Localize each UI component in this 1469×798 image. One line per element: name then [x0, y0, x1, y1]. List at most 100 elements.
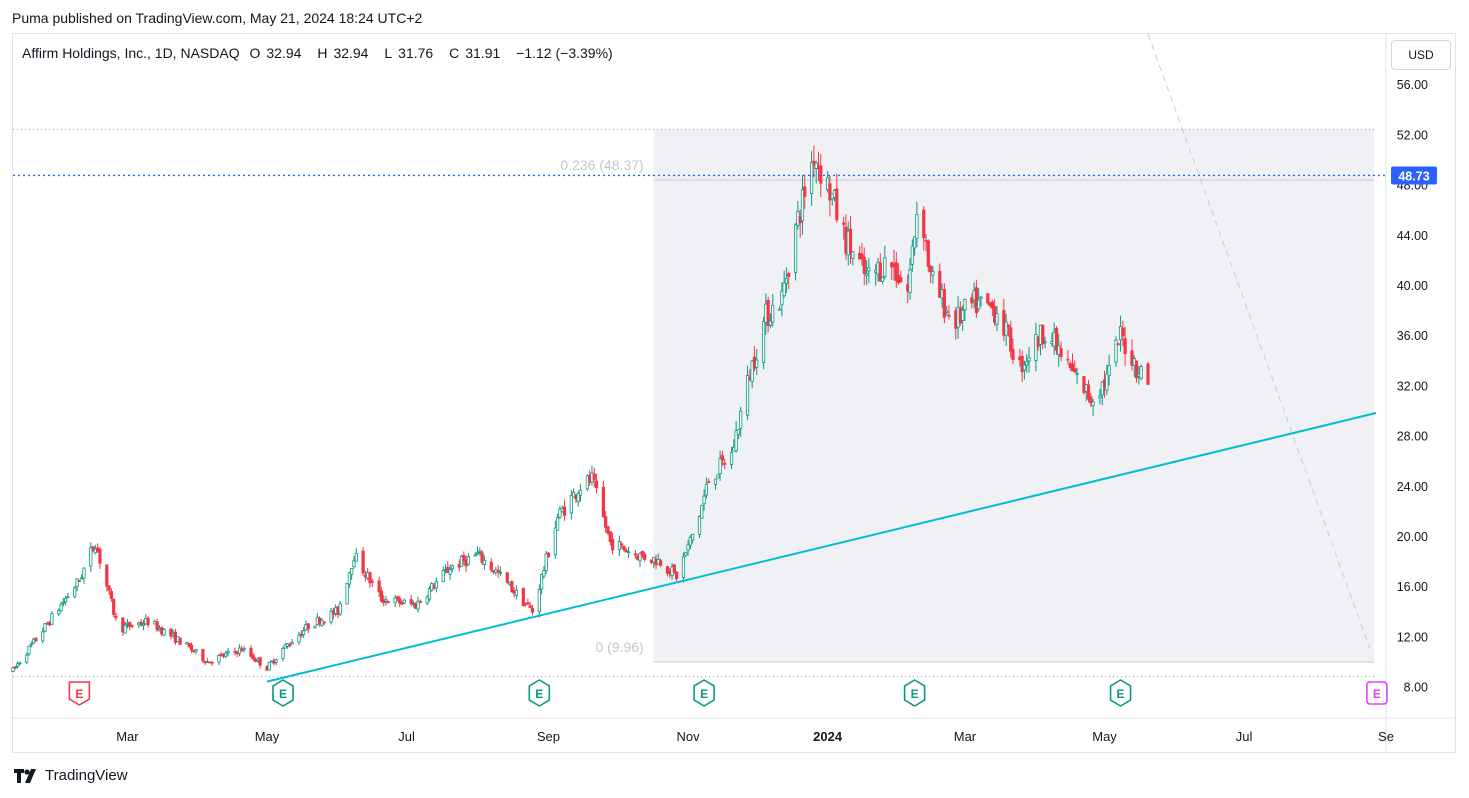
candle-body	[691, 533, 695, 541]
price-tick-label: 16.00	[1397, 580, 1428, 594]
candle-body	[860, 253, 864, 259]
candle-body	[594, 480, 599, 489]
candle-body	[542, 570, 546, 577]
candle-body	[729, 452, 734, 465]
candle-body	[1114, 339, 1118, 363]
candle-body	[450, 565, 454, 570]
time-tick-label: Se	[1378, 729, 1394, 744]
candle-body	[913, 236, 917, 249]
price-tick-label: 36.00	[1397, 329, 1428, 343]
time-axis[interactable]: Mar May Jul Sep Nov 2024 Mar May Jul Se	[116, 729, 1394, 744]
earnings-marker-label: E	[1373, 687, 1381, 701]
candle-body	[338, 603, 342, 615]
candle-body	[1004, 321, 1008, 336]
candle-body	[514, 589, 519, 596]
candle-body	[505, 572, 509, 583]
candle-body	[883, 257, 887, 277]
time-tick-label: Mar	[116, 729, 139, 744]
candle-body	[354, 552, 358, 562]
chart-frame	[12, 33, 1456, 753]
candle-body	[441, 570, 445, 582]
candle-body	[686, 544, 690, 551]
price-tick-label: 24.00	[1397, 480, 1428, 494]
candle-body	[672, 564, 676, 573]
candle-body	[281, 648, 285, 659]
currency-button[interactable]: USD	[1391, 40, 1451, 70]
candle-body	[716, 474, 720, 479]
candle-body	[562, 506, 567, 516]
earnings-marker-icon	[693, 679, 715, 707]
candle-body	[851, 251, 855, 259]
time-tick-label: Jul	[1236, 729, 1253, 744]
candle-body	[784, 278, 789, 284]
high-group: H 32.94	[317, 45, 369, 61]
candle-body	[1027, 357, 1031, 362]
tradingview-logo[interactable]: TradingView	[14, 767, 128, 784]
dashed-projection-line[interactable]	[1147, 33, 1371, 650]
candle-body	[926, 240, 930, 267]
candle-body	[13, 666, 17, 669]
candle-body	[622, 545, 626, 551]
candle-body	[880, 276, 885, 282]
symbol-name: Affirm Holdings, Inc., 1D, NASDAQ	[22, 45, 240, 61]
candle-body	[771, 304, 775, 323]
candle-body	[878, 262, 882, 282]
candle-body	[15, 663, 20, 667]
candle-body	[409, 599, 413, 605]
candle-body	[642, 553, 647, 560]
candle-body	[704, 483, 708, 496]
candle-body	[745, 375, 750, 416]
fib-level-label: 0.236 (48.37)	[560, 157, 643, 173]
candle-body	[217, 655, 221, 663]
candle-body	[1100, 381, 1104, 396]
low-value: 31.76	[398, 45, 434, 61]
price-tick-label: 44.00	[1397, 229, 1428, 243]
candle-body	[569, 495, 573, 514]
candle-body	[810, 161, 814, 194]
candle-body	[402, 599, 406, 604]
earnings-marker-label: E	[279, 687, 287, 701]
candle-body	[1121, 327, 1125, 337]
earnings-marker-label: E	[535, 687, 543, 701]
candle-body	[425, 596, 429, 604]
candle-body	[400, 602, 404, 605]
candle-body	[27, 645, 31, 655]
candle-body	[540, 574, 544, 590]
candle-body	[713, 478, 718, 485]
candle-body	[864, 273, 869, 276]
price-axis[interactable]: 56.0052.0048.0044.0040.0036.0032.0028.00…	[1397, 78, 1428, 694]
candle-body	[945, 310, 949, 313]
candle-body	[416, 600, 420, 610]
candle-body	[361, 550, 365, 574]
candle-body	[105, 564, 109, 587]
trendline[interactable]	[266, 412, 1377, 683]
earnings-marker-icon	[903, 679, 926, 707]
candle-body	[526, 602, 530, 605]
ohlc-values: O 32.94	[249, 45, 302, 61]
candle-body	[787, 273, 791, 277]
candle-body	[929, 266, 933, 272]
last-price-tag-box	[1391, 166, 1437, 185]
candle-body	[489, 561, 493, 571]
candle-body	[66, 596, 70, 599]
candle-body	[210, 661, 214, 664]
fib-level-label: 0 (9.96)	[595, 639, 643, 655]
candle-body	[777, 308, 782, 311]
candle-body	[249, 647, 253, 657]
candle-body	[768, 320, 773, 326]
candle-body	[1086, 384, 1091, 400]
candle-body	[848, 228, 853, 254]
candle-body	[1059, 348, 1063, 357]
candle-body	[510, 581, 514, 593]
candle-body	[1020, 355, 1024, 373]
price-tick-label: 32.00	[1397, 379, 1428, 393]
candle-body	[302, 630, 306, 636]
candle-body	[1139, 366, 1143, 379]
time-tick-label: May	[255, 729, 280, 744]
high-value: 32.94	[333, 45, 369, 61]
candle-body	[194, 649, 198, 652]
candle-body	[842, 222, 846, 225]
symbol-legend: Affirm Holdings, Inc., 1D, NASDAQ O 32.94…	[22, 45, 619, 61]
earnings-marker-label: E	[911, 687, 919, 701]
